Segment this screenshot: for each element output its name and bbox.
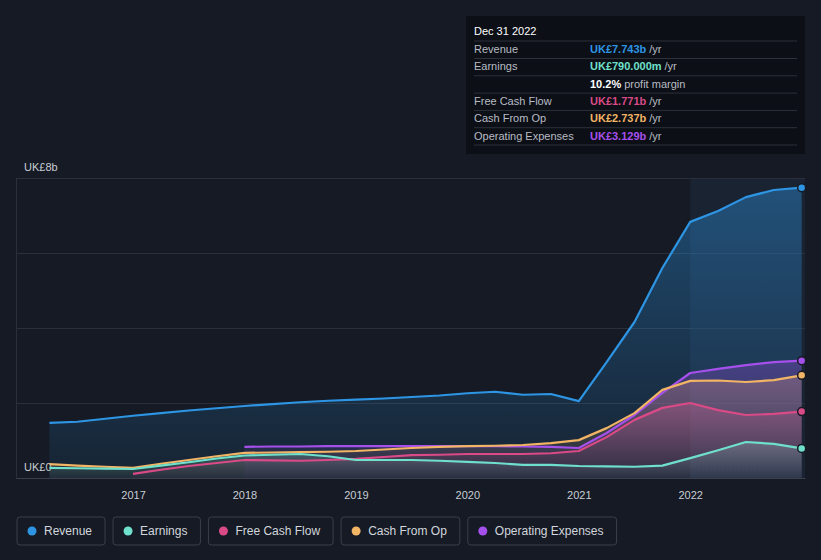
- legend-swatch: [219, 527, 228, 536]
- tooltip-unit: /yr: [649, 95, 662, 107]
- legend-swatch: [478, 527, 487, 536]
- end-point: [798, 444, 806, 452]
- tooltip-value: UK£7.743b: [590, 43, 647, 55]
- x-tick-label: 2018: [233, 489, 257, 501]
- grid-line: [16, 478, 805, 479]
- tooltip-label: Operating Expenses: [474, 130, 574, 142]
- legend-swatch: [352, 527, 361, 536]
- y-tick-label: UK£8b: [24, 161, 58, 173]
- tooltip-unit: profit margin: [624, 78, 685, 90]
- x-tick-label: 2020: [456, 489, 480, 501]
- tooltip-value: UK£2.737b: [590, 112, 647, 124]
- x-tick-label: 2019: [344, 489, 368, 501]
- x-tick-label: 2022: [678, 489, 702, 501]
- legend-box: [341, 517, 460, 545]
- legend-box: [17, 517, 105, 545]
- x-tick: 2020: [456, 478, 480, 501]
- x-axis-line: [17, 478, 806, 479]
- legend: Revenue Earnings Free Cash Flow Cash From O…: [17, 517, 617, 545]
- series-line: [49, 188, 801, 423]
- series-line: [244, 361, 801, 448]
- legend-item: Cash From Op: [341, 517, 460, 545]
- legend-item: Earnings: [113, 517, 200, 545]
- tooltip-separator: [474, 145, 797, 146]
- x-axis: 2017 2018 2019 2020 2021 2022: [17, 478, 806, 501]
- tooltip-separator: [474, 93, 797, 94]
- tooltip-unit: /yr: [665, 60, 678, 72]
- tooltip-box: [466, 16, 805, 154]
- tooltip-unit: /yr: [649, 130, 662, 142]
- end-point: [798, 371, 806, 379]
- legend-item: Operating Expenses: [468, 517, 617, 545]
- chart-root: UK£0 UK£8b 2017 2018 2019 2020 2021 2022 Dec 31 …: [0, 0, 821, 560]
- tooltip-separator: [474, 58, 797, 59]
- legend-item: Free Cash Flow: [208, 517, 333, 545]
- tooltip-separator: [474, 127, 797, 128]
- tooltip: Dec 31 2022 Revenue UK£7.743b/yr Earnings UK…: [466, 16, 805, 154]
- tooltip-label: Cash From Op: [474, 112, 546, 124]
- tooltip-unit: /yr: [649, 43, 662, 55]
- legend-label: Operating Expenses: [495, 524, 604, 538]
- legend-box: [113, 517, 200, 545]
- legend-label: Revenue: [44, 524, 92, 538]
- tooltip-separator: [474, 110, 797, 111]
- tooltip-unit: /yr: [649, 112, 662, 124]
- series-area: [49, 188, 801, 478]
- tooltip-label: Earnings: [474, 60, 518, 72]
- end-point: [798, 357, 806, 365]
- tooltip-value-text: UK£7.743b/yr: [590, 43, 662, 55]
- x-tick: 2019: [344, 478, 368, 501]
- x-tick: 2018: [233, 478, 257, 501]
- tooltip-value: 10.2%: [590, 78, 621, 90]
- legend-swatch: [28, 527, 37, 536]
- grid-line: [16, 178, 805, 179]
- tooltip-separator: [474, 41, 797, 42]
- tooltip-value: UK£3.129b: [590, 130, 647, 142]
- tooltip-separator: [474, 75, 797, 76]
- legend-box: [468, 517, 617, 545]
- legend-label: Earnings: [140, 524, 187, 538]
- tooltip-value-text: UK£2.737b/yr: [590, 112, 662, 124]
- tooltip-value-text: 10.2%profit margin: [590, 78, 685, 90]
- end-point: [798, 408, 806, 416]
- y-tick-label: UK£0: [24, 461, 52, 473]
- legend-item: Revenue: [17, 517, 105, 545]
- legend-label: Free Cash Flow: [235, 524, 320, 538]
- legend-box: [208, 517, 333, 545]
- tooltip-value-text: UK£3.129b/yr: [590, 130, 662, 142]
- y-axis: UK£0 UK£8b: [16, 161, 805, 479]
- x-tick: 2017: [121, 478, 145, 501]
- tooltip-label: Free Cash Flow: [474, 95, 552, 107]
- tooltip-label: Revenue: [474, 43, 518, 55]
- x-tick: 2022: [678, 478, 702, 501]
- plot-area: [49, 184, 805, 478]
- tooltip-value: UK£1.771b: [590, 95, 647, 107]
- x-tick-label: 2017: [121, 489, 145, 501]
- tooltip-value-text: UK£790.000m/yr: [590, 60, 677, 72]
- tooltip-value: UK£790.000m: [590, 60, 662, 72]
- end-point: [798, 184, 806, 192]
- x-tick-label: 2021: [567, 489, 591, 501]
- tooltip-value-text: UK£1.771b/yr: [590, 95, 662, 107]
- series-line: [133, 403, 802, 474]
- tooltip-date: Dec 31 2022: [474, 25, 536, 37]
- y-tick: UK£8b: [16, 161, 805, 179]
- legend-swatch: [124, 527, 133, 536]
- legend-label: Cash From Op: [368, 524, 447, 538]
- x-tick: 2021: [567, 478, 591, 501]
- series-line: [49, 442, 801, 469]
